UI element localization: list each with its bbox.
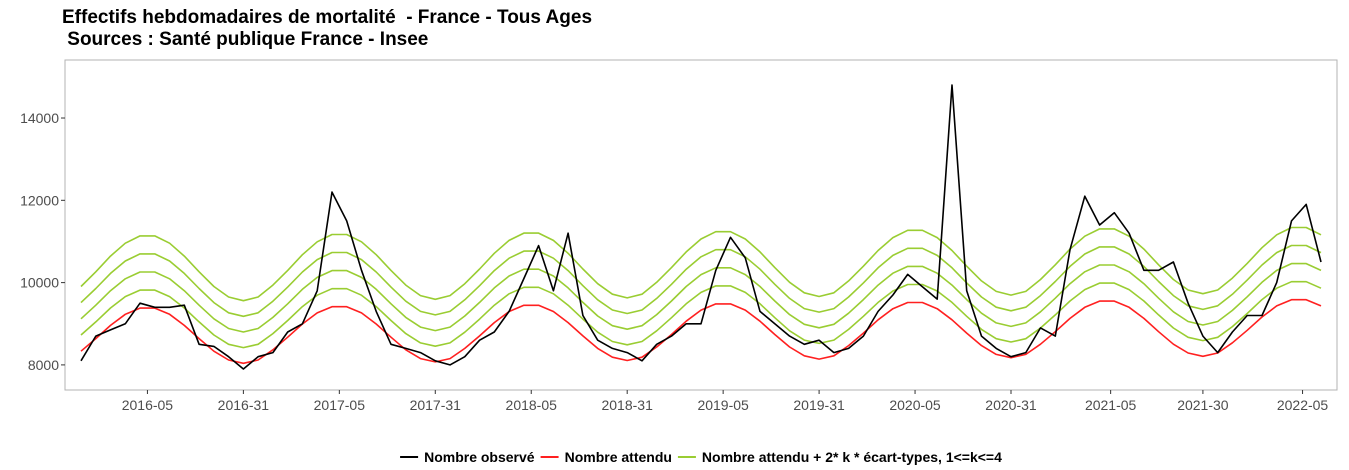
observed-line <box>80 84 1322 370</box>
x-tick-label: 2016-05 <box>122 397 174 413</box>
legend-label: Nombre observé <box>424 449 535 465</box>
x-tick-label: 2018-31 <box>601 397 653 413</box>
legend-label: Nombre attendu + 2* k * écart-types, 1<=… <box>702 449 1002 465</box>
band-line <box>80 244 1322 318</box>
chart-title: Effectifs hebdomadaires de mortalité - F… <box>62 7 592 28</box>
x-tick-label: 2020-31 <box>985 397 1037 413</box>
x-tick-label: 2017-31 <box>410 397 462 413</box>
x-tick-label: 2021-30 <box>1177 397 1229 413</box>
x-tick-label: 2018-05 <box>506 397 558 413</box>
x-tick-label: 2017-05 <box>314 397 366 413</box>
chart-subtitle: Sources : Santé publique France - Insee <box>62 29 428 50</box>
x-tick-label: 2016-31 <box>218 397 270 413</box>
x-tick-label: 2019-05 <box>697 397 749 413</box>
x-tick-label: 2019-31 <box>793 397 845 413</box>
band-line <box>80 226 1322 302</box>
plot-panel <box>64 59 1338 391</box>
expected-line <box>80 298 1322 365</box>
band-line <box>80 280 1322 349</box>
y-tick-label: 10000 <box>20 275 59 291</box>
y-tick-label: 8000 <box>28 357 59 373</box>
x-tick-label: 2022-05 <box>1277 397 1329 413</box>
y-tick-label: 14000 <box>20 110 59 126</box>
x-tick-label: 2021-05 <box>1085 397 1137 413</box>
band-line <box>80 262 1322 333</box>
y-tick-label: 12000 <box>20 192 59 208</box>
legend-label: Nombre attendu <box>565 449 672 465</box>
x-tick-label: 2020-05 <box>889 397 941 413</box>
